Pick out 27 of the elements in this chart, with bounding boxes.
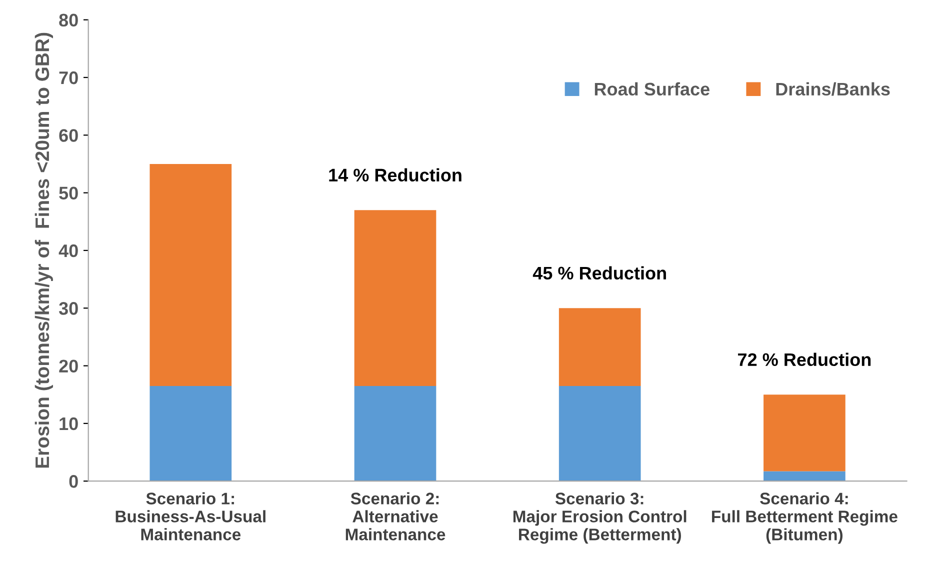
bar bbox=[558, 308, 641, 386]
annotation: 45 % Reduction bbox=[532, 266, 666, 280]
annotation: 14 % Reduction bbox=[329, 168, 462, 182]
x-tick-label: Scenario 1: Business-As-Usual Maintenance bbox=[116, 492, 266, 540]
y-tick-label: 0 bbox=[69, 475, 78, 488]
y-tick-label: 50 bbox=[59, 186, 78, 200]
y-axis-title: Erosion (tonnes/km/yr of Fines <20um to GBR) bbox=[34, 32, 53, 468]
bar bbox=[558, 386, 641, 482]
bar bbox=[764, 471, 846, 482]
y-tick-label: 60 bbox=[59, 129, 78, 142]
legend-label: Drains/Banks bbox=[776, 82, 890, 96]
bar bbox=[354, 210, 436, 386]
y-tick-label: 30 bbox=[58, 302, 78, 315]
x-tick-label: Scenario 4: Full Betterment Regime (Bitumen) bbox=[712, 492, 898, 544]
bar bbox=[150, 386, 232, 482]
y-tick-label: 80 bbox=[59, 14, 78, 27]
bar bbox=[150, 164, 232, 386]
legend-label: Road Surface bbox=[594, 82, 710, 96]
y-tick-label: 20 bbox=[59, 360, 78, 372]
x-tick-label: Scenario 3: Major Erosion Control Regime (Betterment) bbox=[513, 492, 686, 544]
y-tick-label: 70 bbox=[59, 71, 78, 84]
bar bbox=[764, 394, 846, 472]
annotation: 72 % Reduction bbox=[738, 352, 871, 366]
y-tick-label: 10 bbox=[60, 417, 78, 430]
bar bbox=[354, 386, 436, 482]
y-tick-label: 40 bbox=[58, 244, 78, 258]
x-tick-label: Scenario 2: Alternative Maintenance bbox=[346, 492, 446, 540]
